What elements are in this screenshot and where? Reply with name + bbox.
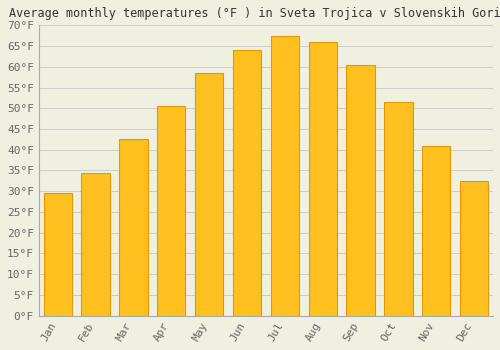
Bar <box>119 139 148 316</box>
Bar <box>384 102 412 316</box>
Bar <box>82 173 110 316</box>
Bar <box>270 36 299 316</box>
Bar <box>460 181 488 316</box>
Bar <box>233 50 261 316</box>
Bar <box>308 42 337 316</box>
Title: Average monthly temperatures (°F ) in Sveta Trojica v Slovenskih Goricah: Average monthly temperatures (°F ) in Sv… <box>10 7 500 20</box>
Bar <box>422 146 450 316</box>
Bar <box>44 193 72 316</box>
Bar <box>195 73 224 316</box>
Bar <box>157 106 186 316</box>
Bar <box>346 65 375 316</box>
